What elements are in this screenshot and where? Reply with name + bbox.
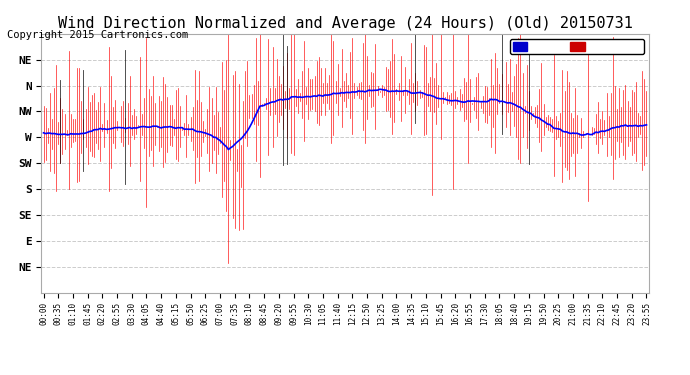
Title: Wind Direction Normalized and Average (24 Hours) (Old) 20150731: Wind Direction Normalized and Average (2… [57,16,633,31]
Text: Copyright 2015 Cartronics.com: Copyright 2015 Cartronics.com [7,30,188,39]
Legend: Median, Direction: Median, Direction [510,39,644,54]
